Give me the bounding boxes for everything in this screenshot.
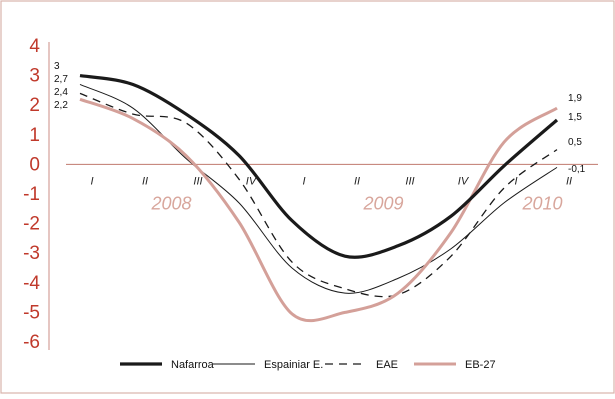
start-value-label: 2,2 <box>54 100 68 111</box>
y-tick-label: -2 <box>23 214 40 235</box>
y-tick-label: 2 <box>29 95 40 116</box>
x-tick-label: I <box>90 175 93 187</box>
x-tick-label: II <box>142 175 148 187</box>
y-tick-label: -4 <box>23 273 40 294</box>
x-tick-label: II <box>566 175 572 187</box>
start-value-label: 3 <box>54 61 60 72</box>
series-line-eb-27 <box>79 97 558 323</box>
y-tick-label: -3 <box>23 243 40 264</box>
series-line-eae <box>79 92 558 298</box>
end-value-label: -0,1 <box>568 164 586 175</box>
y-tick-label: -6 <box>23 332 40 353</box>
year-label: 2008 <box>150 193 191 213</box>
year-label: 2009 <box>362 193 403 213</box>
y-tick-label: 0 <box>29 154 40 175</box>
legend-label: EAE <box>376 359 398 371</box>
y-tick-label: 3 <box>29 66 40 87</box>
y-tick-label: -1 <box>23 184 40 205</box>
end-value-label: 1,9 <box>568 93 582 104</box>
legend-label: Nafarroa <box>171 359 215 371</box>
start-value-label: 2,7 <box>54 74 68 85</box>
y-tick-label: -5 <box>23 302 40 323</box>
x-tick-label: III <box>193 175 202 187</box>
legend-label: Espainiar E. <box>264 359 323 371</box>
x-tick-label: III <box>405 175 414 187</box>
y-tick-label: 4 <box>29 36 40 57</box>
x-tick-label: II <box>354 175 360 187</box>
legend-label: EB-27 <box>465 359 496 371</box>
start-value-label: 2,4 <box>54 87 68 98</box>
end-value-label: 1,5 <box>568 112 582 123</box>
end-value-label: 0,5 <box>568 137 582 148</box>
x-tick-label: I <box>302 175 305 187</box>
x-tick-label: I <box>514 175 517 187</box>
y-tick-label: 1 <box>29 125 40 146</box>
series-line-nafarroa <box>79 74 559 259</box>
year-label: 2010 <box>521 193 562 213</box>
x-tick-label: IV <box>246 175 258 187</box>
x-tick-label: IV <box>458 175 470 187</box>
